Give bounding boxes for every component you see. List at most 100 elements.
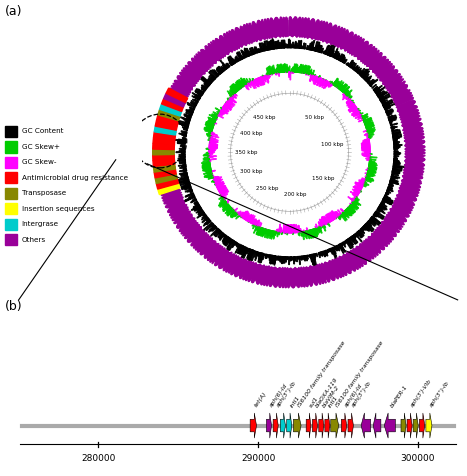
- Wedge shape: [170, 204, 185, 213]
- Wedge shape: [253, 222, 254, 224]
- Wedge shape: [244, 262, 251, 278]
- Wedge shape: [366, 76, 372, 81]
- Wedge shape: [350, 108, 357, 112]
- Wedge shape: [283, 269, 284, 287]
- Wedge shape: [388, 188, 390, 189]
- Wedge shape: [209, 144, 218, 146]
- Wedge shape: [298, 68, 299, 72]
- Wedge shape: [381, 204, 382, 205]
- Wedge shape: [361, 144, 370, 146]
- Wedge shape: [258, 253, 263, 260]
- Wedge shape: [158, 123, 176, 128]
- Wedge shape: [403, 177, 420, 181]
- Wedge shape: [187, 121, 190, 123]
- Wedge shape: [156, 148, 173, 149]
- Wedge shape: [207, 219, 209, 221]
- Wedge shape: [396, 99, 413, 106]
- Wedge shape: [390, 180, 397, 182]
- Wedge shape: [363, 120, 364, 121]
- Wedge shape: [404, 130, 420, 134]
- Wedge shape: [287, 18, 288, 36]
- Wedge shape: [217, 183, 224, 187]
- Wedge shape: [378, 208, 381, 209]
- Wedge shape: [309, 230, 312, 238]
- Wedge shape: [250, 50, 252, 55]
- Wedge shape: [247, 249, 254, 260]
- Wedge shape: [234, 93, 236, 95]
- Wedge shape: [200, 91, 204, 93]
- Wedge shape: [156, 132, 174, 135]
- Wedge shape: [172, 208, 187, 217]
- Wedge shape: [177, 217, 192, 227]
- Wedge shape: [345, 255, 354, 270]
- Wedge shape: [390, 211, 406, 221]
- Wedge shape: [263, 46, 265, 50]
- Wedge shape: [403, 122, 419, 127]
- Wedge shape: [270, 40, 275, 49]
- Wedge shape: [406, 166, 424, 169]
- Wedge shape: [208, 84, 209, 86]
- Wedge shape: [234, 60, 236, 62]
- Wedge shape: [236, 28, 244, 45]
- Text: 150 kbp: 150 kbp: [312, 176, 335, 181]
- Wedge shape: [230, 209, 233, 212]
- Wedge shape: [340, 244, 346, 252]
- Wedge shape: [350, 206, 354, 209]
- Wedge shape: [336, 30, 343, 46]
- Wedge shape: [219, 233, 224, 238]
- Wedge shape: [292, 71, 293, 72]
- Wedge shape: [366, 125, 369, 127]
- Wedge shape: [246, 262, 252, 278]
- Wedge shape: [205, 167, 211, 169]
- Wedge shape: [267, 49, 268, 50]
- Wedge shape: [248, 249, 250, 252]
- Wedge shape: [262, 228, 265, 234]
- Wedge shape: [291, 20, 292, 36]
- Wedge shape: [168, 203, 184, 211]
- Wedge shape: [402, 112, 419, 119]
- Wedge shape: [273, 231, 274, 234]
- Wedge shape: [368, 129, 375, 132]
- Wedge shape: [405, 156, 422, 157]
- Wedge shape: [404, 169, 422, 173]
- Wedge shape: [329, 25, 336, 42]
- Wedge shape: [394, 162, 400, 163]
- Wedge shape: [316, 267, 321, 284]
- Wedge shape: [302, 67, 304, 73]
- Wedge shape: [343, 59, 345, 62]
- Wedge shape: [354, 187, 361, 190]
- Wedge shape: [203, 212, 204, 214]
- Wedge shape: [180, 167, 186, 169]
- Wedge shape: [380, 205, 383, 207]
- Wedge shape: [157, 173, 175, 177]
- Wedge shape: [380, 98, 383, 100]
- Wedge shape: [170, 207, 186, 216]
- Wedge shape: [243, 260, 249, 275]
- Wedge shape: [210, 119, 215, 121]
- Wedge shape: [280, 257, 281, 260]
- Wedge shape: [307, 268, 310, 284]
- Wedge shape: [177, 78, 192, 88]
- Wedge shape: [268, 230, 270, 238]
- Wedge shape: [361, 179, 365, 181]
- Wedge shape: [395, 92, 411, 101]
- Wedge shape: [269, 71, 270, 74]
- Wedge shape: [209, 147, 217, 148]
- Wedge shape: [180, 117, 190, 120]
- Wedge shape: [368, 169, 375, 170]
- Wedge shape: [364, 134, 368, 135]
- Wedge shape: [156, 164, 174, 167]
- Wedge shape: [360, 246, 371, 261]
- Wedge shape: [255, 265, 259, 281]
- Wedge shape: [211, 226, 216, 231]
- Wedge shape: [320, 252, 321, 255]
- Wedge shape: [305, 231, 307, 238]
- Wedge shape: [358, 70, 361, 74]
- Wedge shape: [235, 90, 237, 92]
- Wedge shape: [286, 225, 287, 233]
- Wedge shape: [181, 75, 195, 85]
- Wedge shape: [348, 103, 354, 108]
- Wedge shape: [360, 245, 371, 259]
- Wedge shape: [181, 174, 187, 176]
- Wedge shape: [234, 242, 236, 245]
